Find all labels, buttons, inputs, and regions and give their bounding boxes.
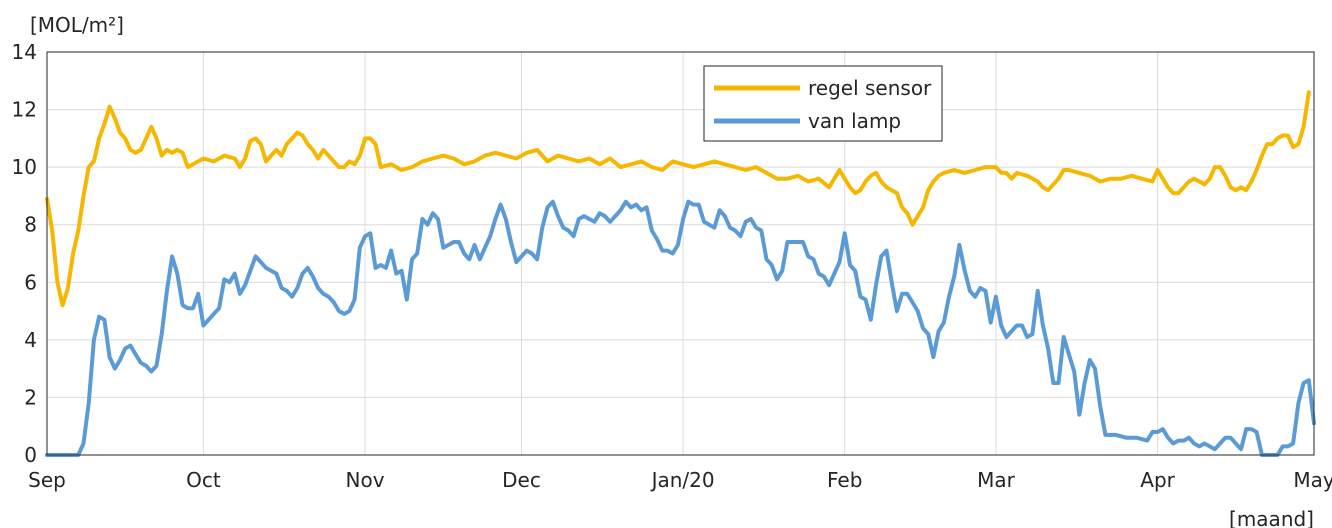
y-tick-label: 2 [24,385,37,409]
x-tick-label: Nov [346,468,385,492]
y-tick-label: 4 [24,328,37,352]
x-tick-label: Mar [977,468,1016,492]
y-tick-labels: 0 2 4 6 8 10 12 14 [12,40,37,467]
x-tick-labels: Sep Oct Nov Dec Jan/20 Feb Mar Apr May [28,468,1332,492]
x-tick-label: Sep [28,468,66,492]
x-tick-label: May [1293,468,1332,492]
y-tick-label: 8 [24,213,37,237]
series-line-regel-sensor [45,90,1311,308]
legend: regel sensor van lamp [703,65,943,142]
x-axis-label: [maand] [1229,507,1314,528]
y-tick-label: 0 [24,443,37,467]
y-tick-label: 12 [12,98,37,122]
legend-label-regel-sensor: regel sensor [808,76,932,100]
y-tick-label: 6 [24,270,37,294]
x-tick-label: Oct [186,468,221,492]
legend-label-van-lamp: van lamp [808,109,901,133]
series-lines [45,90,1316,457]
y-tick-label: 10 [12,155,37,179]
grid [46,51,1315,456]
legend-box [703,65,943,142]
x-tick-label: Dec [502,468,541,492]
x-tick-label: Jan/20 [650,468,715,492]
x-tick-label: Apr [1140,468,1175,492]
y-tick-label: 14 [12,40,37,64]
series-line-van-lamp [45,199,1316,457]
plot-frame [46,51,1315,456]
y-axis-label: [MOL/m²] [30,13,124,37]
x-tick-label: Feb [827,468,862,492]
